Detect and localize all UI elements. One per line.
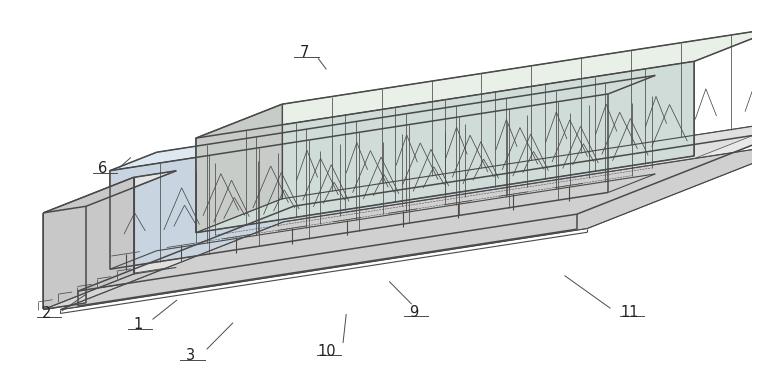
Text: 9: 9 <box>409 305 418 320</box>
Text: 3: 3 <box>185 349 195 363</box>
Polygon shape <box>78 214 577 306</box>
Text: 11: 11 <box>620 305 638 320</box>
Text: 2: 2 <box>42 306 51 321</box>
Polygon shape <box>78 129 760 291</box>
Polygon shape <box>196 61 695 233</box>
Polygon shape <box>78 120 760 282</box>
Polygon shape <box>43 177 134 309</box>
Polygon shape <box>43 206 86 309</box>
Text: 6: 6 <box>98 162 108 177</box>
Polygon shape <box>109 75 655 171</box>
Text: 10: 10 <box>317 344 336 358</box>
Polygon shape <box>78 205 577 291</box>
Polygon shape <box>43 171 176 213</box>
Polygon shape <box>109 94 608 269</box>
Text: 1: 1 <box>133 317 143 332</box>
Polygon shape <box>60 141 760 310</box>
Text: 7: 7 <box>299 45 309 60</box>
Polygon shape <box>196 27 760 138</box>
Polygon shape <box>196 104 282 233</box>
